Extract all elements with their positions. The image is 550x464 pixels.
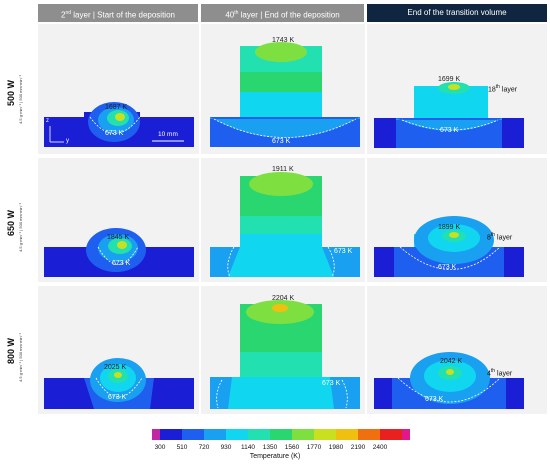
peak-temp-label: 1845 K [107,234,130,241]
thermal-panel-800w-start [44,358,194,409]
colorbar-tick-label: 930 [220,444,232,451]
colorbar-tick-label: 2190 [350,444,366,451]
colorbar-segment [160,429,182,440]
row-power-label: 650 W [6,209,16,236]
column-header-transition: End of the transition volume [367,4,547,22]
colorbar-segment [248,429,270,440]
peak-temp-label: 1687 K [105,104,128,111]
isotherm-label: 673 K [105,130,124,137]
colorbar-segment [292,429,314,440]
axis-y-label: y [66,138,69,144]
colorbar-tick-label: 1560 [284,444,300,451]
layer-number-label: 8th layer [487,232,513,242]
thermal-panel-650w-start [44,228,194,277]
isotherm-label: 673 K [438,264,457,271]
thermal-panel-650w-end [210,172,360,278]
isotherm-label: 673 K [334,248,353,255]
isotherm-label: 673 K [112,260,131,267]
thermal-panel-800w-transition [374,352,524,409]
colorbar-segment [226,429,248,440]
isotherm-label: 673 K [272,138,291,145]
layer-number-label: 18th layer [488,84,518,94]
temperature-colorbar [152,429,410,440]
colorbar-segment [152,429,160,440]
colorbar-segment [336,429,358,440]
column-divider [365,24,367,414]
axis-z-label: z [46,118,49,124]
row-speed-label: 4.5 g·min⁻¹ | 500 mm·min⁻¹ [18,74,23,124]
colorbar-tick-label: 300 [154,444,166,451]
column-header-40th-layer: 40th layer | End of the deposition [201,4,364,22]
colorbar-segment [270,429,292,440]
colorbar-segment [182,429,204,440]
isotherm-label: 673 K [425,396,444,403]
thermal-panel-800w-end [210,300,360,409]
colorbar-tick-label: 1980 [328,444,344,451]
peak-temp-label: 2204 K [272,295,295,302]
isotherm-label: 673 K [322,380,341,387]
row-speed-label: 4.5 g·min⁻¹ | 500 mm·min⁻¹ [18,202,23,252]
colorbar-tick-label: 1770 [306,444,322,451]
colorbar-tick-label: 1140 [241,444,255,451]
row-power-label: 500 W [6,79,16,106]
peak-temp-label: 1699 K [438,76,461,83]
thermal-panel-650w-transition [374,216,524,277]
column-divider [199,24,201,414]
column-header-2nd-layer: 2nd layer | Start of the deposition [38,4,198,22]
peak-temp-label: 2042 K [440,358,463,365]
colorbar-tick-label: 2400 [372,444,388,451]
scale-bar-label: 10 mm [158,131,178,138]
isotherm-label: 673 K [108,394,127,401]
colorbar-segment [402,429,410,440]
thermal-panel-500w-transition [374,82,524,148]
thermal-panel-500w-end [210,42,360,147]
colorbar-segment [358,429,380,440]
colorbar-tick-label: 720 [198,444,210,451]
thermal-panel-500w-start [44,102,194,147]
colorbar-segment [314,429,336,440]
colorbar-segment [204,429,226,440]
row-power-label: 800 W [6,337,16,364]
peak-temp-label: 1911 K [272,166,294,173]
colorbar-tick-label: 1350 [262,444,278,451]
peak-temp-label: 1743 K [272,37,295,44]
peak-temp-label: 1899 K [438,224,461,231]
axis-arrows-icon [49,126,64,143]
legend-title: Temperature (K) [249,453,301,460]
peak-temp-label: 2025 K [104,364,127,371]
row-speed-label: 4.5 g·min⁻¹ | 500 mm·min⁻¹ [18,332,23,382]
layer-number-label: 4th layer [487,368,513,378]
isotherm-label: 673 K [440,127,459,134]
colorbar-segment [380,429,402,440]
colorbar-tick-label: 510 [176,444,188,451]
